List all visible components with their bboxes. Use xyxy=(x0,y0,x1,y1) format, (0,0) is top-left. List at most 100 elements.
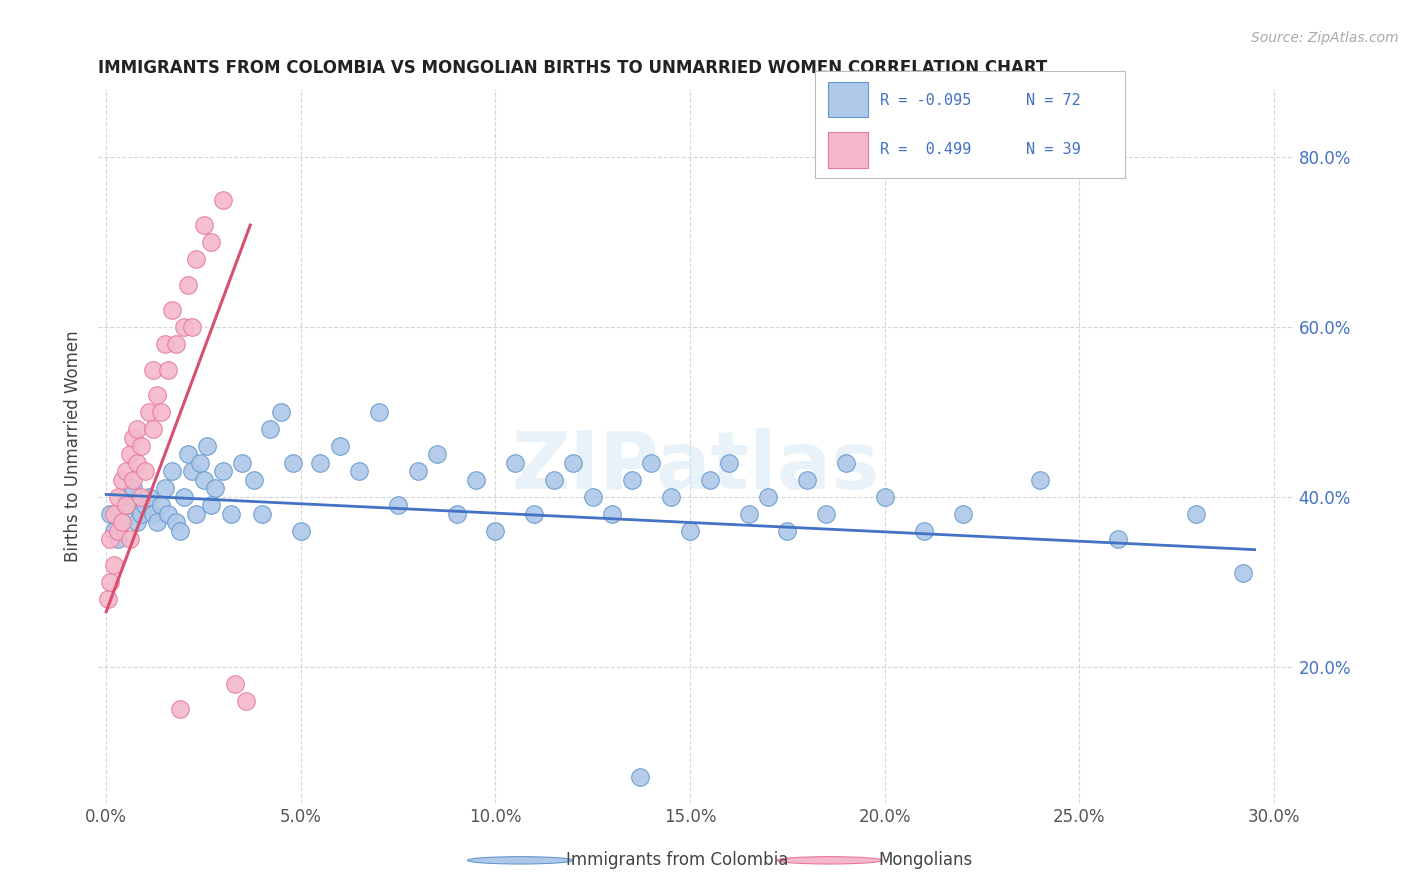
Point xyxy=(1232,566,1254,581)
Point xyxy=(138,405,160,419)
Point xyxy=(679,524,702,538)
Point xyxy=(737,507,759,521)
Point xyxy=(177,277,200,292)
Point xyxy=(107,524,129,538)
Point xyxy=(142,507,165,521)
Text: Source: ZipAtlas.com: Source: ZipAtlas.com xyxy=(1251,31,1399,45)
Point xyxy=(98,533,121,547)
Point xyxy=(114,499,136,513)
Point xyxy=(153,337,176,351)
Point xyxy=(231,456,253,470)
Text: R = -0.095: R = -0.095 xyxy=(880,93,972,108)
Point xyxy=(628,770,651,784)
Point xyxy=(600,507,623,521)
Point xyxy=(197,439,219,453)
Point xyxy=(111,516,134,530)
Point xyxy=(219,507,242,521)
Text: N = 39: N = 39 xyxy=(1026,142,1081,157)
Point xyxy=(620,473,643,487)
FancyBboxPatch shape xyxy=(828,82,868,118)
Text: IMMIGRANTS FROM COLOMBIA VS MONGOLIAN BIRTHS TO UNMARRIED WOMEN CORRELATION CHAR: IMMIGRANTS FROM COLOMBIA VS MONGOLIAN BI… xyxy=(98,59,1047,77)
Point xyxy=(162,303,184,318)
Point xyxy=(157,507,180,521)
Point xyxy=(165,337,187,351)
Point xyxy=(446,507,468,521)
Point xyxy=(699,473,721,487)
Point xyxy=(582,490,605,504)
Point xyxy=(129,490,152,504)
Point xyxy=(169,524,191,538)
Point xyxy=(543,473,565,487)
Point xyxy=(465,473,488,487)
Point xyxy=(134,499,156,513)
Point xyxy=(107,490,129,504)
Point xyxy=(952,507,974,521)
Point xyxy=(250,507,273,521)
Point xyxy=(122,430,145,444)
Point xyxy=(138,490,160,504)
Point xyxy=(142,362,165,376)
Point xyxy=(184,507,207,521)
Point xyxy=(212,465,235,479)
Point xyxy=(503,456,526,470)
Point xyxy=(367,405,389,419)
Point xyxy=(98,574,121,589)
Point xyxy=(835,456,858,470)
Point xyxy=(114,465,136,479)
Point xyxy=(387,499,409,513)
Point xyxy=(122,473,145,487)
Point xyxy=(180,465,202,479)
Point xyxy=(146,516,169,530)
Point xyxy=(640,456,662,470)
Point xyxy=(162,465,184,479)
Point xyxy=(193,473,215,487)
Point xyxy=(177,448,200,462)
Point xyxy=(523,507,546,521)
Point xyxy=(290,524,312,538)
Point xyxy=(426,448,449,462)
Point xyxy=(270,405,292,419)
Text: Immigrants from Colombia: Immigrants from Colombia xyxy=(567,851,789,870)
Point xyxy=(873,490,896,504)
Point xyxy=(718,456,741,470)
Point xyxy=(329,439,352,453)
Point xyxy=(200,235,222,249)
Point xyxy=(146,388,169,402)
Point xyxy=(259,422,281,436)
Point xyxy=(281,456,304,470)
Point xyxy=(103,524,125,538)
Point xyxy=(127,516,149,530)
Point xyxy=(111,516,134,530)
Point xyxy=(1029,473,1052,487)
Point xyxy=(212,193,235,207)
Point xyxy=(796,473,818,487)
Point xyxy=(114,490,136,504)
Circle shape xyxy=(778,856,883,864)
FancyBboxPatch shape xyxy=(828,132,868,168)
Point xyxy=(224,677,246,691)
Point xyxy=(912,524,935,538)
Point xyxy=(127,456,149,470)
Point xyxy=(776,524,799,538)
Point xyxy=(406,465,429,479)
Text: R =  0.499: R = 0.499 xyxy=(880,142,972,157)
Point xyxy=(169,702,191,716)
Point xyxy=(111,473,134,487)
Point xyxy=(1185,507,1208,521)
Point xyxy=(1107,533,1129,547)
Point xyxy=(149,499,172,513)
Point xyxy=(180,320,202,334)
Point xyxy=(118,448,141,462)
Point xyxy=(149,405,172,419)
Point xyxy=(309,456,332,470)
Point xyxy=(118,533,141,547)
Point xyxy=(204,482,226,496)
Text: N = 72: N = 72 xyxy=(1026,93,1081,108)
Point xyxy=(200,499,222,513)
Point xyxy=(129,507,152,521)
Point xyxy=(107,533,129,547)
Point xyxy=(815,507,838,521)
Point xyxy=(98,507,121,521)
Point xyxy=(129,439,152,453)
Circle shape xyxy=(467,856,574,864)
